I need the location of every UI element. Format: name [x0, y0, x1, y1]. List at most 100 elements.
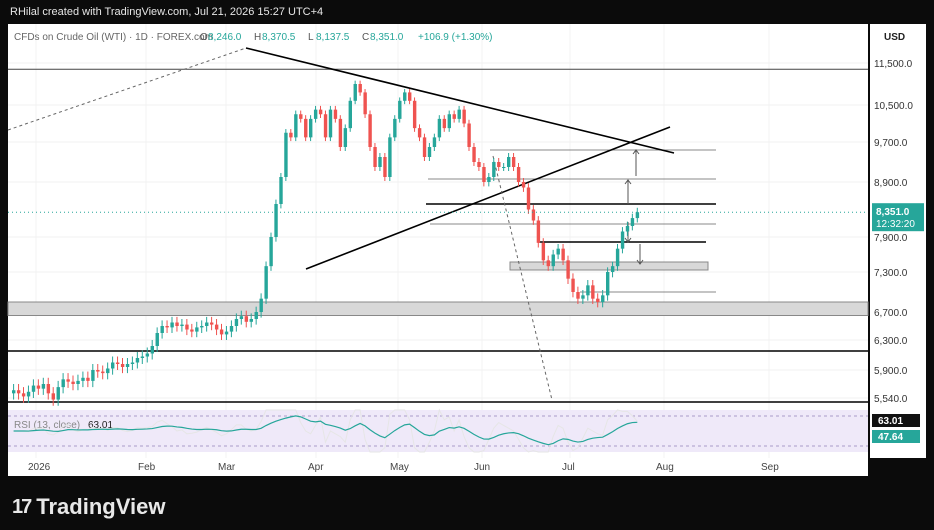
candle-body — [61, 379, 65, 388]
x-tick-label: Mar — [218, 462, 236, 473]
rsi-title: RSI (13, close) — [14, 420, 80, 431]
rsi-value-tag — [872, 414, 920, 427]
candle-body — [150, 346, 154, 354]
candle-body — [229, 326, 234, 332]
candle-body — [536, 220, 541, 243]
candle-body — [274, 204, 278, 237]
candle-body — [432, 137, 437, 147]
candle-body — [66, 379, 70, 382]
candle-body — [521, 182, 526, 188]
ohlc-value: 8,137.5 — [316, 32, 350, 43]
candle-body — [21, 393, 26, 397]
y-tick-label: 9,700.0 — [874, 138, 908, 149]
candle-body — [111, 362, 115, 369]
candle-body — [120, 364, 125, 367]
currency-label: USD — [884, 32, 905, 43]
candle-body — [224, 331, 229, 335]
candle-body — [214, 324, 219, 330]
candle-body — [86, 377, 90, 381]
x-tick-label: Feb — [138, 462, 156, 473]
candle-body — [115, 362, 120, 364]
ohlc-key: C — [362, 32, 369, 43]
candle-body — [561, 248, 565, 261]
candle-body — [106, 368, 110, 374]
symbol-title: CFDs on Crude Oil (WTI) · 1D · FOREX.com — [14, 32, 213, 43]
candle-body — [313, 109, 318, 119]
tradingview-brand: 17 TradingView — [12, 494, 165, 520]
candle-body — [254, 312, 258, 319]
candle-body — [170, 322, 174, 328]
candle-body — [205, 322, 209, 326]
candle-body — [497, 162, 501, 167]
candle-body — [125, 364, 130, 367]
candle-body — [135, 358, 140, 363]
rsi-ma-tag — [872, 430, 920, 443]
candle-body — [477, 162, 481, 167]
candle-body — [507, 157, 511, 167]
candle-body — [51, 393, 55, 400]
x-tick-label: Apr — [308, 462, 324, 473]
candle-body — [586, 285, 590, 296]
rsi-value-inline: 63.01 — [88, 420, 113, 431]
candle-body — [516, 167, 521, 182]
candle-body — [234, 319, 239, 326]
ohlc-value: 8,246.0 — [208, 32, 242, 43]
descending-trendline — [245, 47, 675, 154]
x-tick-label: Jun — [474, 462, 490, 473]
candle-body — [427, 147, 432, 157]
candle-body — [76, 380, 80, 384]
candle-body — [185, 324, 189, 330]
candle-body — [581, 295, 585, 299]
candle-body — [393, 118, 397, 138]
candle-body — [546, 260, 550, 267]
x-tick-label: Sep — [761, 462, 779, 473]
price-axis — [870, 24, 926, 458]
candle-body — [511, 157, 516, 167]
candle-body — [155, 333, 159, 346]
brand-label: TradingView — [36, 494, 166, 519]
y-tick-label: 7,900.0 — [874, 233, 908, 244]
candle-body — [353, 84, 357, 101]
candle-body — [130, 362, 135, 364]
x-tick-label: Jul — [562, 462, 575, 473]
candle-body — [348, 100, 352, 129]
candle-body — [284, 132, 288, 177]
candle-body — [165, 326, 169, 328]
candle-body — [328, 109, 333, 138]
candle-body — [422, 137, 427, 157]
candle-body — [333, 109, 338, 119]
candle-body — [200, 326, 204, 328]
candle-body — [338, 118, 343, 147]
candle-body — [304, 118, 308, 138]
candle-body — [601, 295, 605, 302]
candle-body — [318, 109, 323, 115]
candle-body — [452, 114, 456, 119]
y-tick-label: 8,900.0 — [874, 178, 908, 189]
candle-body — [323, 114, 328, 138]
candle-body — [442, 118, 447, 129]
candle-body — [309, 118, 313, 138]
candle-body — [294, 114, 298, 138]
chart-panel — [8, 24, 868, 458]
candle-body — [566, 260, 570, 279]
candle-body — [610, 266, 615, 272]
candle-body — [249, 319, 253, 322]
ascending-trendline — [305, 126, 671, 270]
ohlc-key: H — [254, 32, 261, 43]
candle-body — [101, 371, 105, 374]
candle-body — [526, 187, 531, 210]
ohlc-key: L — [308, 32, 314, 43]
y-tick-label: 6,700.0 — [874, 308, 908, 319]
candle-body — [487, 177, 491, 182]
candle-body — [462, 109, 466, 124]
candle-body — [259, 298, 263, 312]
down-arrow-head — [636, 259, 644, 265]
candle-body — [71, 381, 75, 384]
candle-body — [383, 157, 387, 177]
x-tick-label: May — [390, 462, 409, 473]
candle-body — [41, 384, 46, 389]
candle-body — [81, 377, 85, 381]
support-zone — [7, 301, 869, 316]
x-tick-label: Aug — [656, 462, 674, 473]
